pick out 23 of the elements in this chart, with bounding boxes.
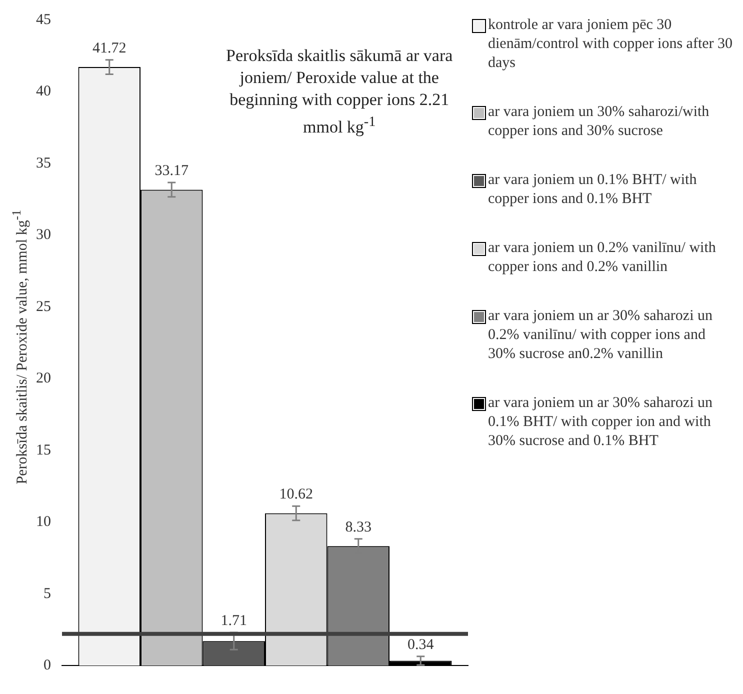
y-tick-label: 25 (36, 298, 51, 315)
legend-label: ar vara joniem un ar 30% saharozi un 0.1% BHT/ with copper ion and with 30% sucrose and 0.1% BHT (488, 394, 714, 451)
legend-label: ar vara joniem un 0.1% BHT/ with copper ions and 0.1% BHT (488, 171, 698, 209)
legend-label: ar vara joniem un 30% saharozi/with copper ions and 30% sucrose (488, 103, 710, 141)
data-label: 8.33 (345, 519, 372, 536)
y-tick-label: 15 (36, 442, 51, 458)
y-tick-label: 5 (44, 586, 51, 602)
y-tick-label: 0 (44, 658, 51, 674)
legend-label: ar vara joniem un 0.2% vanilīnu/ with copper ions and 0.2% vanillin (488, 239, 717, 277)
y-tick-label: 45 (36, 12, 51, 28)
data-label: 1.71 (220, 612, 247, 629)
legend-label: kontrole ar vara joniem pēc 30 dienām/control with copper ions after 30 days (488, 16, 734, 73)
data-label: 41.72 (92, 40, 126, 56)
legend-label: ar vara joniem un ar 30% saharozi un 0.2% vanilīnu/ with copper ions and 30% sucrose an0.2% vanillin (488, 307, 714, 364)
y-tick-label: 10 (36, 514, 51, 530)
y-tick-label: 30 (36, 227, 51, 244)
annotation: Peroksīda skaitlis sākumā ar vara joniem/ Peroxide value at the beginning with copper ions 2.21 mmol kg$^{-1}$ (225, 45, 454, 139)
y-tick-label: 40 (36, 84, 51, 100)
data-label: 33.17 (154, 162, 189, 179)
y-tick-label: 35 (36, 155, 51, 172)
data-label: 0.34 (408, 636, 434, 653)
y-tick-label: 20 (36, 370, 51, 387)
data-label: 10.62 (279, 486, 313, 503)
